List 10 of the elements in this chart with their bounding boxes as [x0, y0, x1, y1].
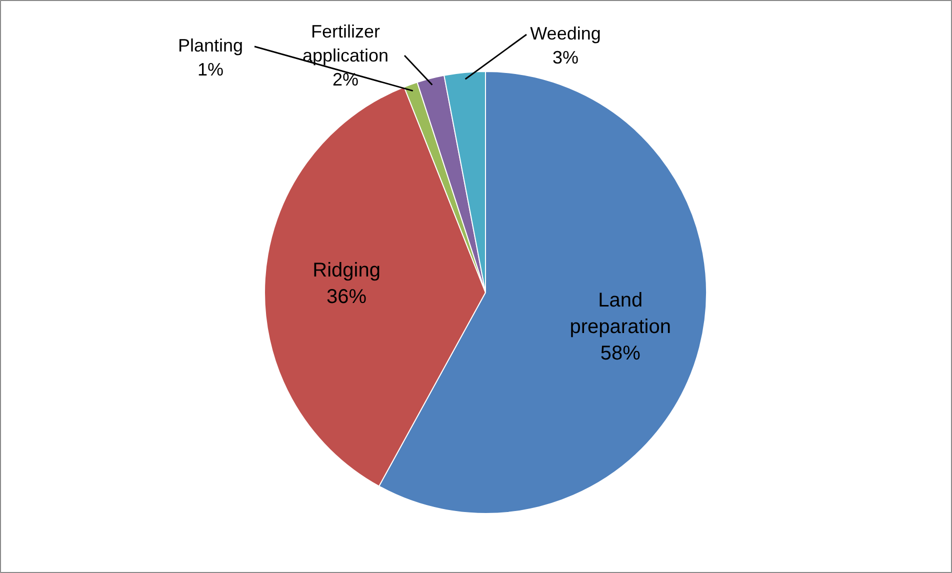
slice-label: Ridging [312, 260, 380, 282]
slice-label: Fertilizer application [302, 22, 389, 66]
data-label: 58% [600, 342, 641, 365]
slice-label: Weeding [530, 24, 601, 44]
data-label: 36% [326, 286, 367, 308]
slice-label: Planting [178, 36, 244, 56]
data-label: 1% [197, 60, 224, 80]
slice-label: Land preparation [570, 290, 671, 338]
data-label: 3% [552, 48, 579, 68]
data-label: 2% [332, 70, 359, 90]
